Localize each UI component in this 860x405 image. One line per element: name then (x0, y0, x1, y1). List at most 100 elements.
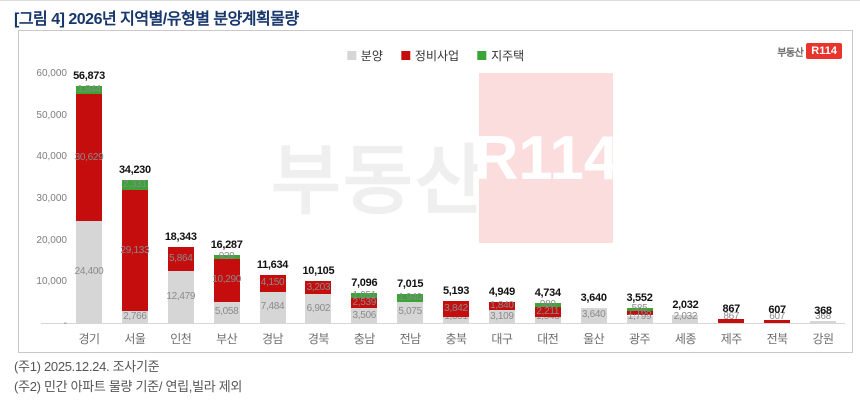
bar-value-label: 585 (631, 303, 648, 315)
bar-value-label: 30,629 (74, 151, 104, 163)
bar-value-label: 5,864 (168, 252, 193, 264)
bar-value-label: 3,109 (490, 310, 514, 322)
x-axis-label: 부산 (216, 332, 238, 346)
bar-total-label: 4,734 (534, 287, 561, 300)
bar-segment (397, 301, 424, 323)
legend-item-jeongbi: 정비사업 (400, 47, 460, 64)
bar-value-label: 2,211 (536, 305, 560, 317)
bar-segment (76, 93, 102, 222)
bar-value-label: 3,203 (306, 281, 331, 293)
x-axis-label: 서울 (124, 332, 146, 346)
bar-value-label: 1,940 (398, 291, 422, 303)
y-axis-tick-label: 30,000 (36, 193, 67, 204)
y-axis-tick-label: - (63, 318, 67, 329)
bar-value-label: 10,290 (212, 274, 242, 286)
bar-value-label: 3,640 (581, 309, 606, 321)
bar-value-label: 1,844 (77, 83, 101, 95)
bar-total-label: 3,552 (626, 292, 653, 305)
x-axis-label: 전남 (399, 332, 422, 346)
footnotes: (주1) 2025.12.24. 조사기준 (주2) 민간 아파트 물량 기준/… (14, 357, 242, 397)
bar-value-label: 939 (218, 251, 235, 263)
bar-segment (213, 259, 240, 302)
bar-total-label: 867 (722, 303, 741, 316)
bar-value-label: 6,902 (306, 302, 331, 314)
bar-value-label: 1,840 (490, 300, 514, 312)
bar-value-label: 24,400 (74, 266, 104, 278)
bar-segment (534, 303, 561, 308)
brand-logo: 부동산 R114 (777, 43, 842, 59)
bar-total-label: 368 (814, 305, 832, 318)
bar-segment (259, 291, 286, 323)
x-axis-label: 대전 (537, 332, 559, 346)
x-axis-label: 경기 (78, 332, 100, 346)
bar-value-label: 2,766 (123, 311, 147, 322)
bar-value-label: 12,479 (166, 291, 196, 302)
bar-segment (351, 308, 378, 323)
bar-segment (488, 302, 515, 311)
bar-value-label: 1,168 (627, 307, 652, 319)
brand-watermark: 부동산 R114 (19, 31, 852, 352)
bar-segment (443, 301, 469, 318)
legend-label: 지주택 (491, 49, 525, 63)
x-axis-label: 충북 (445, 332, 467, 346)
legend-item-jijutaek: 지주택 (477, 47, 524, 64)
legend-item-bunyang: 분양 (346, 47, 383, 64)
x-axis-label: 경남 (261, 332, 284, 346)
bar-total-label: 10,105 (302, 264, 335, 277)
x-axis-label: 광주 (628, 332, 651, 346)
bar-value-label: 2,539 (352, 297, 377, 309)
bar-value-label: 5,058 (214, 306, 239, 318)
bar-total-label: 56,873 (73, 70, 105, 83)
bar-segment (213, 255, 240, 260)
bar-segment (580, 307, 607, 323)
bar-value-label: 2,032 (673, 311, 698, 322)
y-axis-tick-label: 20,000 (36, 234, 67, 246)
bar-value-label: 3,506 (352, 309, 377, 321)
bar-value-label: 2,331 (123, 179, 147, 191)
bar-segment (121, 311, 148, 323)
bar-value-label: 867 (723, 311, 740, 322)
chart-legend: 분양 정비사업 지주택 (346, 47, 524, 64)
bar-segment (351, 297, 378, 309)
bar-total-label: 7,096 (351, 277, 378, 290)
footnote-1: (주1) 2025.12.24. 조사기준 (14, 359, 160, 374)
bar-value-label: 1,051 (352, 289, 377, 301)
legend-label: 분양 (360, 49, 383, 63)
footnote-2: (주2) 민간 아파트 물량 기준/ 연립,빌라 제외 (14, 379, 243, 394)
bar-segment (488, 310, 515, 323)
x-axis-label: 충남 (353, 332, 376, 346)
bar-segment (76, 221, 102, 323)
bar-segment (167, 246, 194, 271)
bar-segment (672, 314, 699, 323)
bar-total-label: 16,287 (210, 239, 243, 252)
x-axis-label: 제주 (720, 332, 743, 346)
bar-segment (213, 301, 240, 323)
bar-segment (810, 321, 836, 323)
bar-segment (626, 308, 653, 311)
y-axis-tick-label: 10,000 (36, 276, 67, 288)
bar-total-label: 2,032 (672, 298, 699, 311)
chart-panel: 부동산 R114 분양 정비사업 지주택 부동산 R114 60,000 50,0… (18, 30, 853, 353)
bar-value-label: 7,484 (260, 301, 285, 313)
legend-swatch-jijutaek-icon (477, 51, 487, 60)
bar-segment (121, 180, 148, 191)
y-axis-tick-label: 40,000 (36, 151, 67, 163)
bar-value-label: 3,842 (444, 303, 468, 315)
bar-total-label: 607 (768, 304, 786, 317)
bar-segment (351, 293, 378, 298)
legend-label: 정비사업 (414, 49, 460, 63)
x-axis-label: 대구 (491, 332, 513, 346)
x-axis-label: 울산 (583, 332, 605, 346)
bar-value-label: 4,150 (260, 277, 285, 289)
x-axis-label: 인천 (170, 332, 192, 346)
bar-segment (305, 294, 332, 323)
bar-total-label: 11,634 (256, 258, 289, 271)
x-axis-label: 경북 (307, 332, 330, 346)
brand-logo-prefix: 부동산 (777, 47, 804, 59)
bar-total-label: 3,640 (580, 291, 607, 304)
bar-total-label: 7,015 (397, 277, 424, 290)
bar-segment (76, 86, 102, 94)
page-title: [그림 4] 2026년 지역별/유형별 분양계획물량 (14, 11, 299, 28)
bar-segment (305, 280, 332, 295)
